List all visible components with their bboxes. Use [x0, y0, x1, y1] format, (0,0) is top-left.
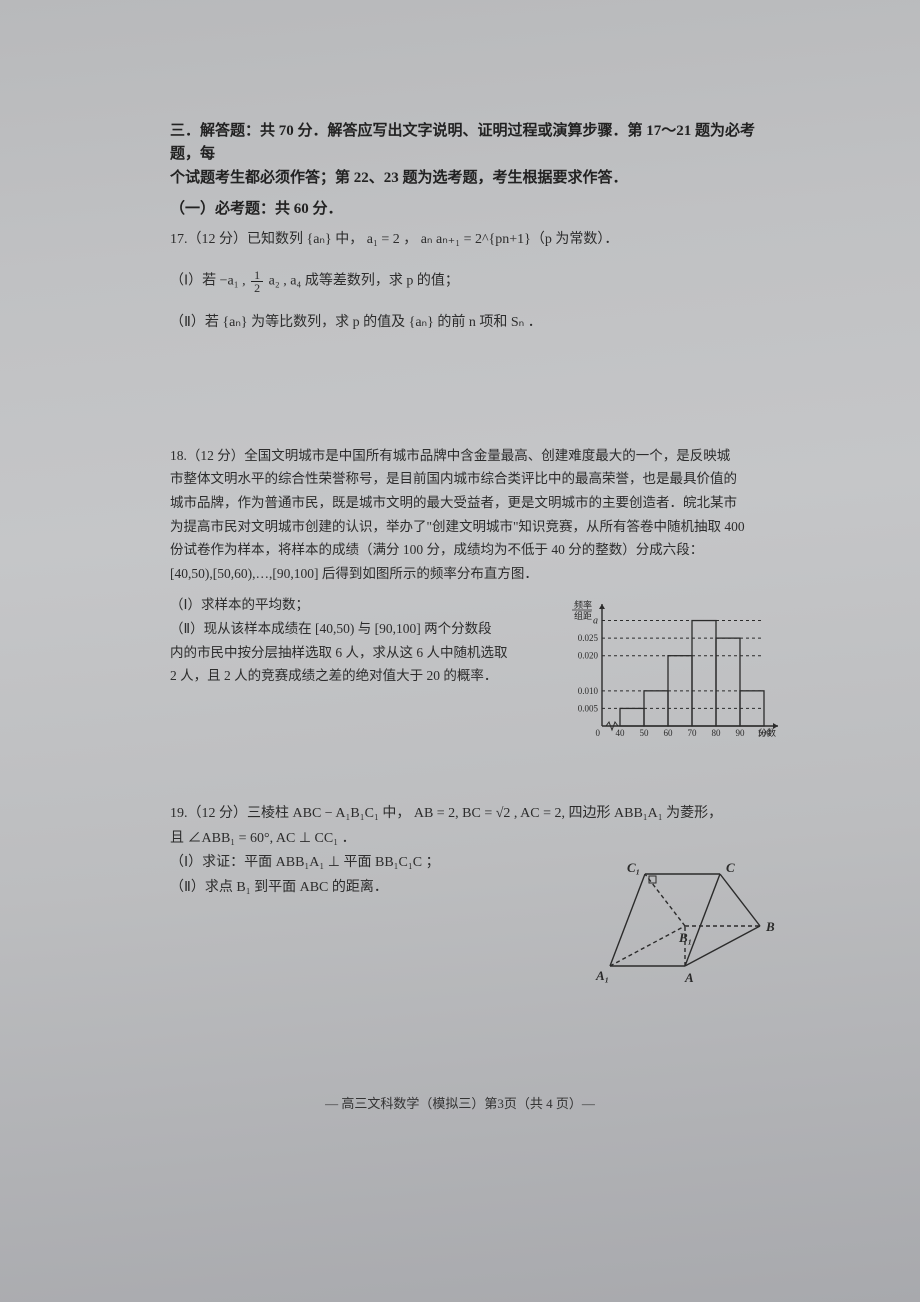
q18-part2a: （Ⅱ）现从该样本成绩在 [40,50) 与 [90,100] 两个分数段	[170, 618, 550, 640]
histogram-chart: 0.0050.0100.0200.025a0405060708090100分数频…	[560, 598, 780, 748]
svg-text:A: A	[684, 970, 694, 985]
q19-part2: （Ⅱ）求点 B₁ 到平面 ABC 的距离．	[170, 877, 580, 899]
q19-line1: 19.（12 分）三棱柱 ABC − A₁B₁C₁ 中， AB = 2, BC …	[170, 803, 780, 825]
frac-den: 2	[251, 282, 263, 294]
q18-text-col: （Ⅰ）求样本的平均数； （Ⅱ）现从该样本成绩在 [40,50) 与 [90,10…	[170, 592, 560, 686]
q18-part1: （Ⅰ）求样本的平均数；	[170, 594, 550, 616]
svg-text:0.025: 0.025	[578, 633, 599, 643]
content-column: 三．解答题：共 70 分．解答应写出文字说明、证明过程或演算步骤．第 17～21…	[170, 120, 780, 986]
q17-part1: （Ⅰ）若 −a₁ , 1 2 a₂ , a₄ 成等差数列，求 p 的值；	[170, 269, 780, 294]
q18-line1: 18.（12 分）全国文明城市是中国所有城市品牌中含金量最高、创建难度最大的一个…	[170, 445, 780, 467]
q19-part1: （Ⅰ）求证：平面 ABB₁A₁ ⊥ 平面 BB₁C₁C ；	[170, 852, 580, 874]
svg-text:A₁: A₁	[595, 968, 609, 983]
q18-line4: 为提高市民对文明城市创建的认识，举办了"创建文明城市"知识竞赛，从所有答卷中随机…	[170, 516, 780, 538]
q18-block: 18.（12 分）全国文明城市是中国所有城市品牌中含金量最高、创建难度最大的一个…	[170, 445, 780, 749]
svg-text:B: B	[765, 919, 775, 934]
q18-line2: 市整体文明水平的综合性荣誉称号，是目前国内城市综合类评比中的最高荣誉，也是最具价…	[170, 468, 780, 490]
svg-text:90: 90	[736, 728, 746, 738]
svg-text:a: a	[593, 616, 598, 627]
svg-text:C: C	[726, 860, 735, 875]
q18-row: （Ⅰ）求样本的平均数； （Ⅱ）现从该样本成绩在 [40,50) 与 [90,10…	[170, 592, 780, 748]
svg-text:0.005: 0.005	[578, 704, 599, 714]
q17-part2: （Ⅱ）若 {aₙ} 为等比数列，求 p 的值及 {aₙ} 的前 n 项和 Sₙ …	[170, 312, 780, 334]
q19-line2: 且 ∠ABB₁ = 60°, AC ⊥ CC₁ ．	[170, 828, 780, 850]
svg-text:B₁: B₁	[678, 930, 692, 945]
svg-text:分数: 分数	[758, 727, 776, 738]
svg-text:C₁: C₁	[627, 860, 640, 875]
page-footer: — 高三文科数学（模拟三）第3页（共 4 页）—	[0, 1093, 920, 1112]
q19-text-col: （Ⅰ）求证：平面 ABB₁A₁ ⊥ 平面 BB₁C₁C ； （Ⅱ）求点 B₁ 到…	[170, 850, 590, 899]
q18-part2b: 内的市民中按分层抽样选取 6 人，求从这 6 人中随机选取	[170, 642, 550, 664]
svg-text:60: 60	[664, 728, 674, 738]
q18-part2c: 2 人，且 2 人的竞赛成绩之差的绝对值大于 20 的概率．	[170, 665, 550, 687]
svg-text:0: 0	[596, 728, 601, 738]
svg-text:组距: 组距	[574, 610, 592, 621]
q17-stem: 17.（12 分）已知数列 {aₙ} 中， a₁ = 2 ， aₙ aₙ₊₁ =…	[170, 229, 780, 251]
svg-text:40: 40	[616, 728, 626, 738]
q19-row: （Ⅰ）求证：平面 ABB₁A₁ ⊥ 平面 BB₁C₁C ； （Ⅱ）求点 B₁ 到…	[170, 850, 780, 986]
q18-line6: [40,50),[50,60),…,[90,100] 后得到如图所示的频率分布直…	[170, 563, 780, 585]
required-heading: （一）必考题：共 60 分．	[170, 198, 780, 221]
exam-page: 三．解答题：共 70 分．解答应写出文字说明、证明过程或演算步骤．第 17～21…	[0, 0, 920, 1302]
section-heading-line1: 三．解答题：共 70 分．解答应写出文字说明、证明过程或演算步骤．第 17～21…	[170, 120, 780, 167]
prism-diagram: A₁ A B B₁ C C₁	[590, 856, 780, 986]
fraction-half: 1 2	[251, 269, 263, 294]
svg-text:0.010: 0.010	[578, 686, 599, 696]
q17-part1-prefix: （Ⅰ）若 −a₁ ,	[170, 274, 246, 289]
q17-part1-suffix: a₂ , a₄ 成等差数列，求 p 的值；	[269, 274, 459, 289]
svg-text:70: 70	[688, 728, 698, 738]
q18-line3: 城市品牌，作为普通市民，既是城市文明的最大受益者，更是文明城市的主要创造者．皖北…	[170, 492, 780, 514]
svg-text:50: 50	[640, 728, 650, 738]
section-heading-line2: 个试题考生都必须作答；第 22、23 题为选考题，考生根据要求作答．	[170, 167, 780, 190]
svg-text:0.020: 0.020	[578, 651, 599, 661]
q19-block: 19.（12 分）三棱柱 ABC − A₁B₁C₁ 中， AB = 2, BC …	[170, 803, 780, 986]
q18-line5: 份试卷作为样本，将样本的成绩（满分 100 分，成绩均为不低于 40 分的整数）…	[170, 539, 780, 561]
svg-text:频率: 频率	[574, 599, 592, 610]
svg-text:80: 80	[712, 728, 722, 738]
